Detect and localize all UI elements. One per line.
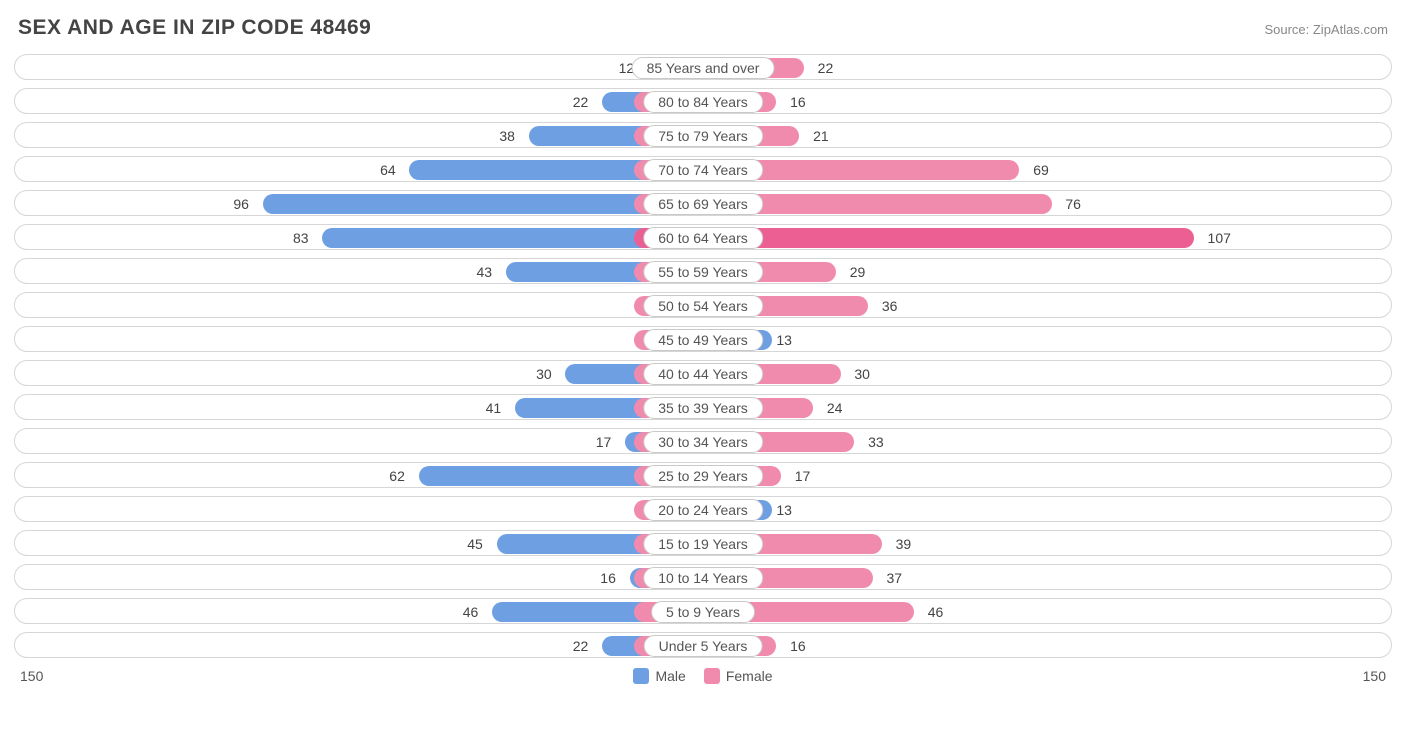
female-value: 33 (868, 432, 884, 452)
bar-row: 30 30 40 to 44 Years (14, 360, 1392, 386)
bar-row: 41 24 35 to 39 Years (14, 394, 1392, 420)
category-pill: 15 to 19 Years (643, 533, 763, 555)
bar-row: 17 33 30 to 34 Years (14, 428, 1392, 454)
bar-row: 16 37 10 to 14 Years (14, 564, 1392, 590)
male-value: 46 (463, 602, 479, 622)
male-value: 83 (293, 228, 309, 248)
bar-row: 45 39 15 to 19 Years (14, 530, 1392, 556)
female-value: 76 (1065, 194, 1081, 214)
category-pill: 5 to 9 Years (651, 601, 755, 623)
category-pill: 45 to 49 Years (643, 329, 763, 351)
category-pill: 75 to 79 Years (643, 125, 763, 147)
bar-row: 64 69 70 to 74 Years (14, 156, 1392, 182)
female-value: 16 (790, 92, 806, 112)
male-value: 22 (573, 92, 589, 112)
male-swatch-icon (633, 668, 649, 684)
female-value: 30 (854, 364, 870, 384)
female-value: 16 (790, 636, 806, 656)
category-pill: 20 to 24 Years (643, 499, 763, 521)
male-value: 41 (486, 398, 502, 418)
female-value: 24 (827, 398, 843, 418)
category-pill: 85 Years and over (632, 57, 775, 79)
legend-label-male: Male (655, 668, 685, 684)
bar-row: 83 107 60 to 64 Years (14, 224, 1392, 250)
female-value: 39 (896, 534, 912, 554)
bar-row: 22 16 80 to 84 Years (14, 88, 1392, 114)
legend-item-female: Female (704, 668, 773, 684)
bar-row: 46 46 5 to 9 Years (14, 598, 1392, 624)
female-value: 107 (1208, 228, 1231, 248)
category-pill: 30 to 34 Years (643, 431, 763, 453)
female-value: 69 (1033, 160, 1049, 180)
male-value: 30 (536, 364, 552, 384)
category-pill: 10 to 14 Years (643, 567, 763, 589)
legend-item-male: Male (633, 668, 685, 684)
category-pill: 80 to 84 Years (643, 91, 763, 113)
male-value: 64 (380, 160, 396, 180)
bar-row: 61320 to 24 Years (14, 496, 1392, 522)
category-pill: 40 to 44 Years (643, 363, 763, 385)
legend-label-female: Female (726, 668, 773, 684)
female-value: 36 (882, 296, 898, 316)
category-pill: 55 to 59 Years (643, 261, 763, 283)
category-pill: 70 to 74 Years (643, 159, 763, 181)
male-value: 38 (499, 126, 515, 146)
axis-max-right: 150 (1363, 668, 1386, 684)
bar-row: 22 16 Under 5 Years (14, 632, 1392, 658)
female-value: 46 (928, 602, 944, 622)
category-pill: 35 to 39 Years (643, 397, 763, 419)
female-value: 13 (776, 330, 792, 350)
category-pill: 65 to 69 Years (643, 193, 763, 215)
bar-row: 122285 Years and over (14, 54, 1392, 80)
category-pill: Under 5 Years (644, 635, 763, 657)
chart-header: SEX AND AGE IN ZIP CODE 48469 Source: Zi… (14, 10, 1392, 54)
chart-title: SEX AND AGE IN ZIP CODE 48469 (18, 16, 371, 40)
diverging-bar-chart: 122285 Years and over221680 to 84 Years3… (14, 54, 1392, 658)
male-value: 22 (573, 636, 589, 656)
male-value: 45 (467, 534, 483, 554)
bar-row: 38 21 75 to 79 Years (14, 122, 1392, 148)
male-value: 62 (389, 466, 405, 486)
female-value: 29 (850, 262, 866, 282)
bar-row: 96 76 65 to 69 Years (14, 190, 1392, 216)
chart-footer: 150 Male Female 150 (14, 666, 1392, 684)
female-value: 13 (776, 500, 792, 520)
category-pill: 25 to 29 Years (643, 465, 763, 487)
female-value: 17 (795, 466, 811, 486)
axis-max-left: 150 (20, 668, 43, 684)
female-value: 37 (886, 568, 902, 588)
bar-row: 62 17 25 to 29 Years (14, 462, 1392, 488)
category-pill: 50 to 54 Years (643, 295, 763, 317)
chart-source: Source: ZipAtlas.com (1264, 22, 1388, 37)
category-pill: 60 to 64 Years (643, 227, 763, 249)
female-value: 21 (813, 126, 829, 146)
legend: Male Female (633, 668, 772, 684)
bar-row: 53650 to 54 Years (14, 292, 1392, 318)
female-swatch-icon (704, 668, 720, 684)
female-value: 22 (818, 58, 834, 78)
bar-row: 31345 to 49 Years (14, 326, 1392, 352)
male-value: 17 (596, 432, 612, 452)
male-value: 43 (476, 262, 492, 282)
male-value: 16 (600, 568, 616, 588)
bar-row: 43 29 55 to 59 Years (14, 258, 1392, 284)
male-value: 96 (233, 194, 249, 214)
